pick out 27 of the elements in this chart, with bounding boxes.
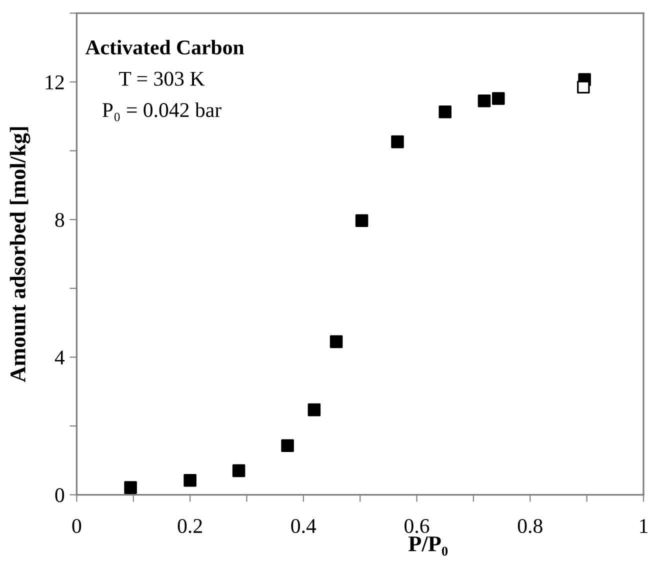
y-tick-label: 8 (55, 212, 64, 227)
point (330, 335, 343, 348)
x-tick-label: 0 (72, 518, 82, 534)
y-tick-label: 12 (46, 75, 64, 90)
annotation: P₀ = 0.042 bar (102, 102, 222, 122)
x-axis-title: P/P₀ (408, 536, 448, 556)
x-tick-label: 0.8 (518, 518, 542, 534)
y-tick-label: 4 (54, 350, 65, 364)
x-tick-label: 0.4 (291, 518, 316, 534)
x-tick-label: 1 (640, 519, 648, 533)
point (184, 474, 196, 487)
point (492, 92, 505, 105)
annotation: Activated Carbon (85, 40, 244, 54)
point (478, 94, 491, 108)
point (308, 403, 321, 416)
point (232, 464, 246, 478)
point (577, 80, 590, 94)
x-tick-label: 0.6 (404, 518, 430, 534)
y-tick-label: 0 (55, 488, 64, 502)
y-axis-title: Amount adsorbed [mol/kg] (10, 127, 30, 382)
annotation: T = 303 K (119, 72, 205, 86)
point (391, 135, 404, 148)
point (124, 481, 137, 494)
point (438, 106, 452, 118)
point (355, 214, 368, 227)
point (281, 439, 294, 452)
x-tick-label: 0.2 (178, 518, 202, 534)
